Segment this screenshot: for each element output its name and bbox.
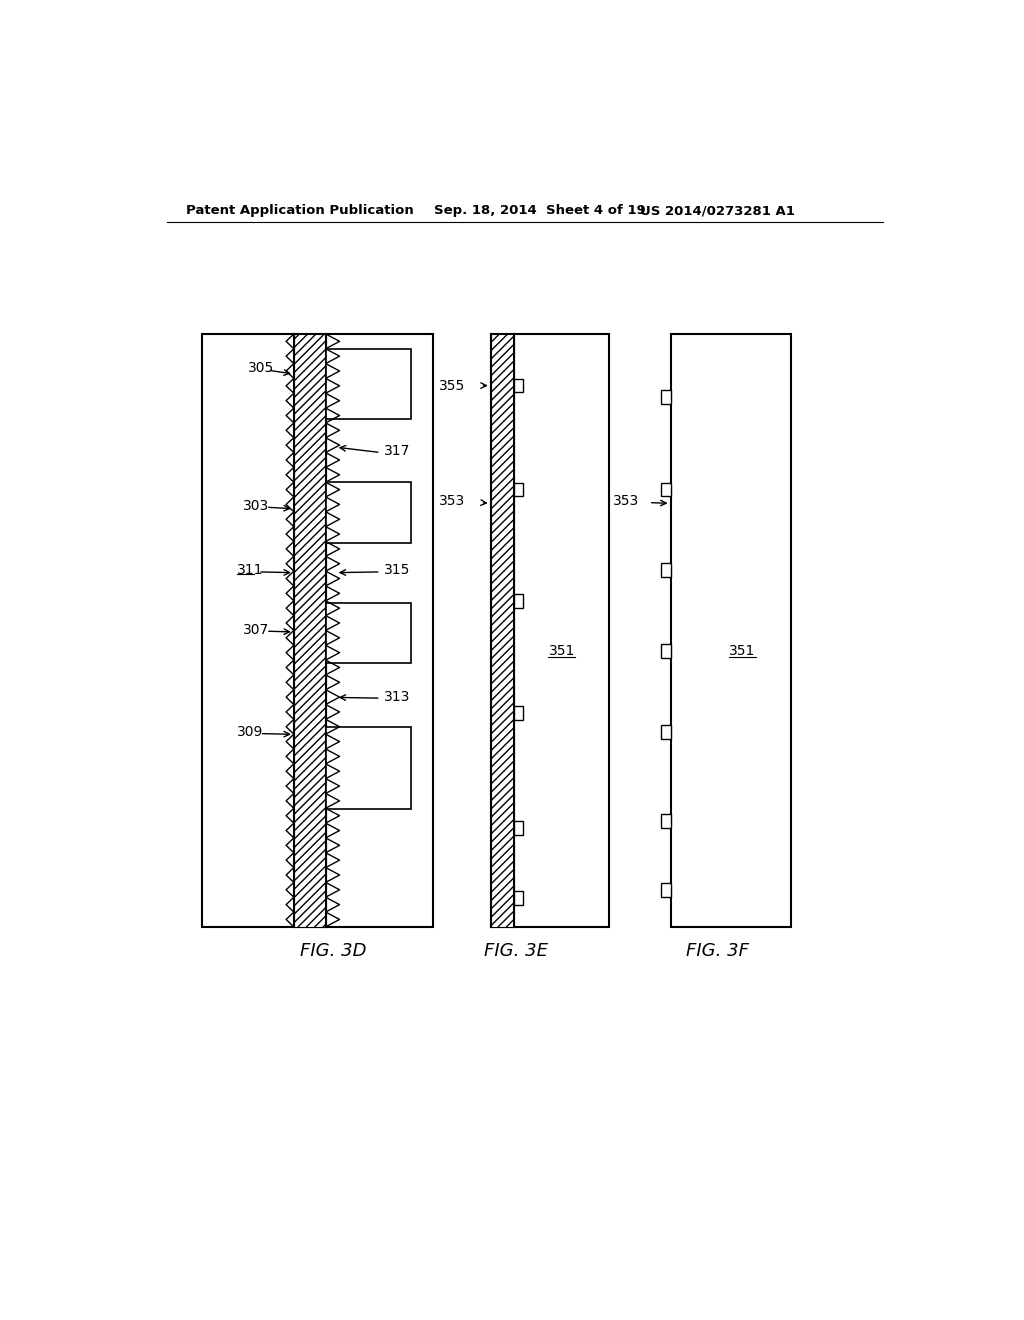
Text: 301: 301 bbox=[340, 632, 366, 647]
Text: 301: 301 bbox=[340, 378, 366, 391]
FancyBboxPatch shape bbox=[203, 334, 432, 927]
Text: 351: 351 bbox=[549, 644, 575, 659]
Bar bbox=[662, 813, 671, 828]
Text: 351: 351 bbox=[729, 644, 756, 659]
Bar bbox=[662, 725, 671, 739]
Text: 305: 305 bbox=[248, 360, 274, 375]
Text: 353: 353 bbox=[439, 494, 465, 508]
Text: 317: 317 bbox=[384, 444, 411, 458]
Text: 307: 307 bbox=[243, 623, 269, 636]
Text: 303: 303 bbox=[243, 499, 269, 513]
Text: 309: 309 bbox=[237, 725, 263, 739]
Bar bbox=[514, 594, 523, 609]
Bar bbox=[514, 706, 523, 719]
Bar bbox=[514, 821, 523, 836]
Bar bbox=[662, 564, 671, 577]
Text: Sep. 18, 2014  Sheet 4 of 19: Sep. 18, 2014 Sheet 4 of 19 bbox=[434, 205, 646, 218]
Bar bbox=[490, 334, 514, 927]
Bar bbox=[490, 334, 514, 927]
Text: 311: 311 bbox=[237, 564, 263, 577]
Bar bbox=[662, 391, 671, 404]
Text: 315: 315 bbox=[384, 564, 411, 577]
Bar bbox=[294, 334, 326, 927]
Bar bbox=[326, 350, 411, 418]
Text: 301: 301 bbox=[340, 766, 366, 779]
Bar bbox=[514, 483, 523, 496]
Text: US 2014/0273281 A1: US 2014/0273281 A1 bbox=[640, 205, 795, 218]
Text: FIG. 3F: FIG. 3F bbox=[685, 942, 749, 961]
Bar bbox=[294, 334, 326, 927]
Text: FIG. 3D: FIG. 3D bbox=[300, 942, 367, 961]
Text: 301: 301 bbox=[340, 510, 366, 524]
Text: Patent Application Publication: Patent Application Publication bbox=[186, 205, 414, 218]
Bar bbox=[326, 603, 411, 663]
Bar bbox=[490, 334, 608, 927]
Bar bbox=[662, 883, 671, 896]
Bar bbox=[326, 726, 411, 809]
Text: FIG. 3E: FIG. 3E bbox=[483, 942, 548, 961]
Text: 355: 355 bbox=[439, 379, 465, 392]
Bar bbox=[662, 644, 671, 659]
Bar bbox=[326, 482, 411, 544]
Bar bbox=[671, 334, 791, 927]
Bar bbox=[514, 891, 523, 904]
Bar bbox=[514, 379, 523, 392]
Bar bbox=[662, 483, 671, 496]
Text: 353: 353 bbox=[613, 494, 640, 508]
Text: 313: 313 bbox=[384, 690, 411, 705]
